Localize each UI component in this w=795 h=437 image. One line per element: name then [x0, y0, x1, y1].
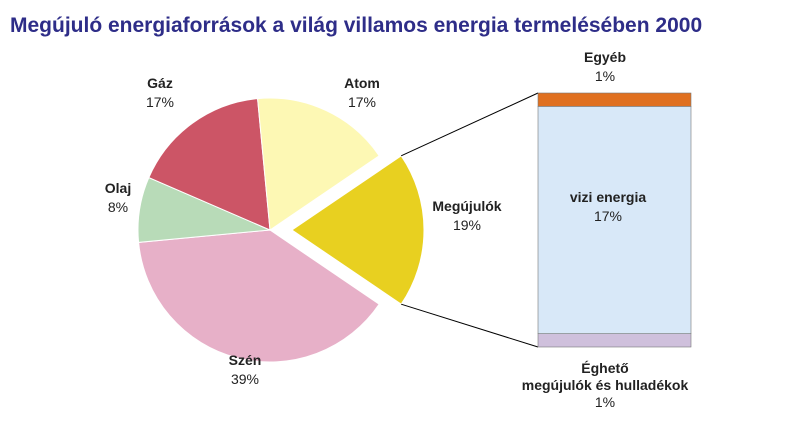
bar-value-label: 1%: [595, 68, 615, 84]
slice-label: Atom: [344, 75, 380, 91]
slice-value-label: 39%: [231, 371, 259, 387]
slice-label: Olaj: [105, 180, 131, 196]
pie-slice: [291, 155, 425, 305]
bar-label: Éghető megújulók és hulladékok: [521, 360, 689, 393]
connector-line: [400, 92, 539, 157]
slice-value-label: 8%: [108, 199, 128, 215]
slice-label: Szén: [229, 352, 262, 368]
bar-value-label: 1%: [594, 394, 616, 410]
slice-value-label: 19%: [453, 217, 481, 233]
bar-label: Egyéb: [584, 49, 626, 65]
bar-segment: [537, 106, 692, 334]
pie-slice: [138, 229, 380, 363]
chart-title: Megújuló energiaforrások a világ villamo…: [10, 14, 702, 37]
bar-label: vizi energia: [570, 189, 646, 205]
bar-label-block: Éghető megújulók és hulladékok 1%: [505, 360, 705, 411]
slice-value-label: 17%: [348, 94, 376, 110]
bar-segment: [537, 92, 692, 107]
connector-line: [401, 303, 539, 348]
pie-slice: [257, 97, 380, 231]
slice-label: Gáz: [147, 75, 173, 91]
slice-value-label: 17%: [146, 94, 174, 110]
bar-value-label: 17%: [594, 208, 622, 224]
slice-label: Megújulók: [432, 198, 501, 214]
pie-slice: [148, 98, 271, 231]
bar-segment: [537, 333, 692, 348]
